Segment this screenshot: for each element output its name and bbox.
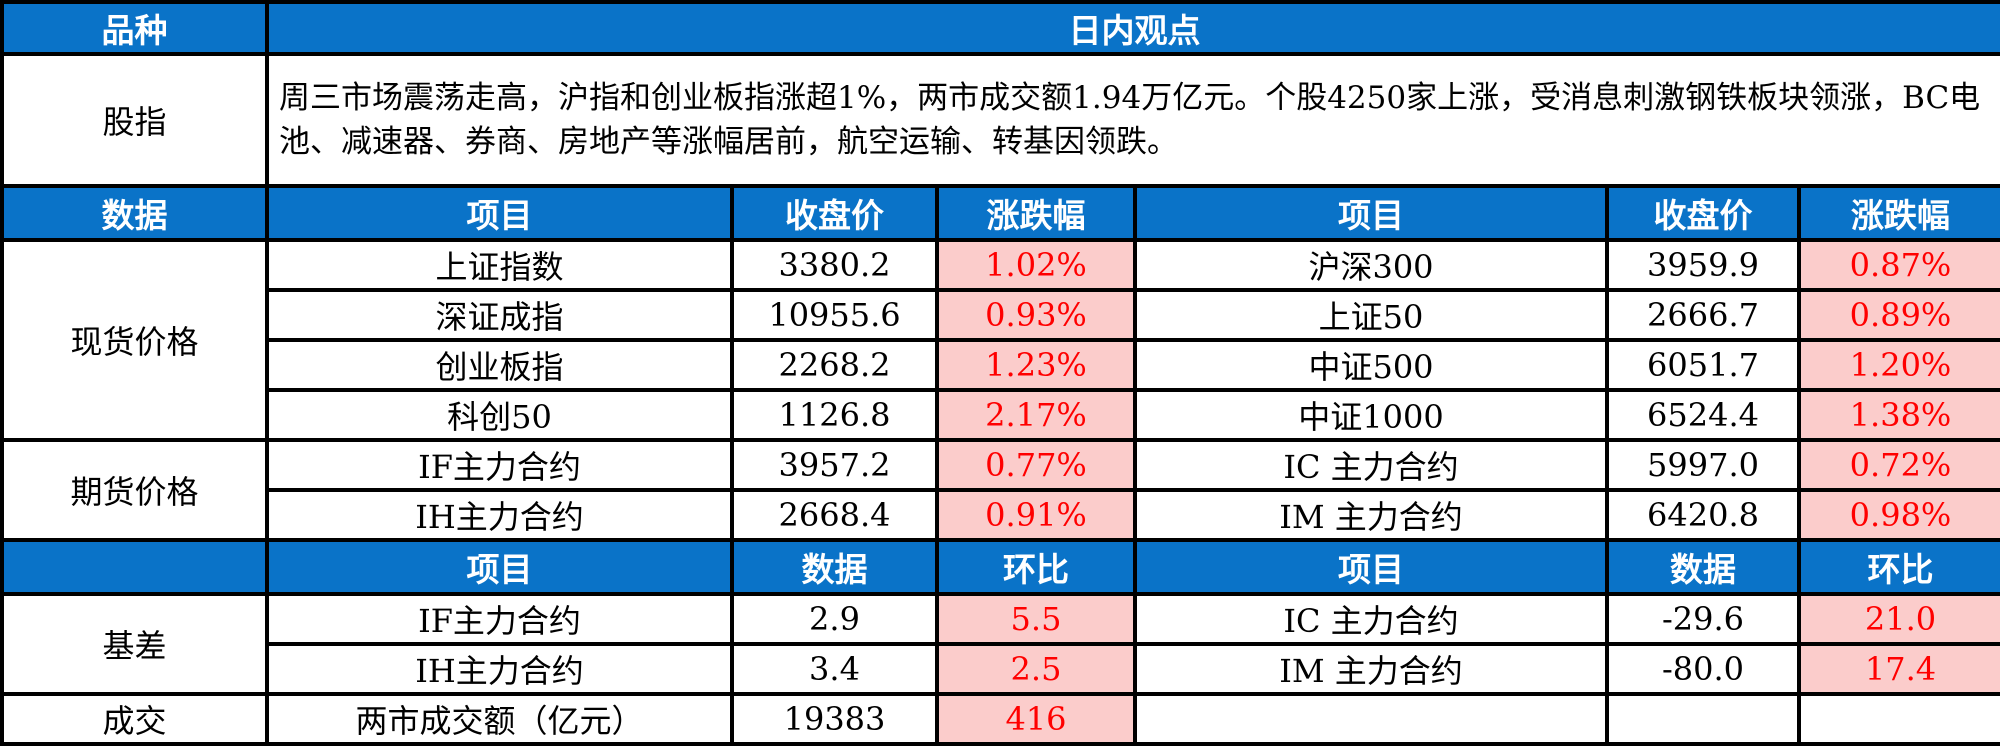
close-value: 6051.7 xyxy=(1605,338,1801,392)
close-value: 5997.0 xyxy=(1605,438,1801,492)
variety-header-cell: 品种 xyxy=(0,0,269,56)
basis-value: -29.6 xyxy=(1605,592,1801,646)
basis-value: 2.9 xyxy=(730,592,939,646)
change-value: 1.20% xyxy=(1797,338,2000,392)
turnover-name: 两市成交额（亿元） xyxy=(265,692,734,746)
contract-name: IF主力合约 xyxy=(265,592,734,646)
index-name: 中证500 xyxy=(1133,338,1609,392)
spot-section-label: 现货价格 xyxy=(0,238,269,442)
close-value: 1126.8 xyxy=(730,388,939,442)
basis-value: -80.0 xyxy=(1605,642,1801,696)
empty-cell xyxy=(1605,692,1801,746)
commentary-row: 股指 周三市场震荡走高，沪指和创业板指涨超1%，两市成交额1.94万亿元。个股4… xyxy=(0,52,2000,188)
table-row: 现货价格 上证指数 3380.2 1.02% 沪深300 3959.9 0.87… xyxy=(0,238,2000,442)
intraday-commentary-text: 周三市场震荡走高，沪指和创业板指涨超1%，两市成交额1.94万亿元。个股4250… xyxy=(265,52,2000,188)
contract-name: IC 主力合约 xyxy=(1133,438,1609,492)
close-value: 3957.2 xyxy=(730,438,939,492)
close-header-cell-right: 收盘价 xyxy=(1605,184,1801,242)
mom-value: 2.5 xyxy=(935,642,1137,696)
index-name: 深证成指 xyxy=(265,288,734,342)
close-value: 2268.2 xyxy=(730,338,939,392)
basis-section-label: 基差 xyxy=(0,592,269,696)
table-row: 基差 IF主力合约 2.9 5.5 IC 主力合约 -29.6 21.0 xyxy=(0,592,2000,696)
change-value: 0.77% xyxy=(935,438,1137,492)
index-name: 上证指数 xyxy=(265,238,734,292)
variety-label-cell: 股指 xyxy=(0,52,269,188)
change-value: 1.23% xyxy=(935,338,1137,392)
item-header-cell-right: 项目 xyxy=(1133,184,1609,242)
table-row: 深证成指 10955.6 0.93% 上证50 2666.7 0.89% xyxy=(2,288,2000,342)
basis-value: 3.4 xyxy=(730,642,939,696)
item-header-cell-left: 项目 xyxy=(265,184,734,242)
change-value: 0.93% xyxy=(935,288,1137,342)
futures-section-label: 期货价格 xyxy=(0,438,269,542)
table-row: IH主力合约 2668.4 0.91% IM 主力合约 6420.8 0.98% xyxy=(2,488,2000,542)
close-value: 3380.2 xyxy=(730,238,939,292)
close-header-cell-left: 收盘价 xyxy=(730,184,939,242)
mom-value: 5.5 xyxy=(935,592,1137,646)
table-row: 创业板指 2268.2 1.23% 中证500 6051.7 1.20% xyxy=(2,338,2000,392)
table-row: 期货价格 IF主力合约 3957.2 0.77% IC 主力合约 5997.0 … xyxy=(0,438,2000,542)
contract-name: IM 主力合约 xyxy=(1133,642,1609,696)
empty-cell xyxy=(1797,692,2000,746)
data-header-cell-right: 数据 xyxy=(1605,538,1801,596)
contract-name: IF主力合约 xyxy=(265,438,734,492)
index-name: 沪深300 xyxy=(1133,238,1609,292)
table-row: 科创50 1126.8 2.17% 中证1000 6524.4 1.38% xyxy=(2,388,2000,442)
index-name: 中证1000 xyxy=(1133,388,1609,442)
index-name: 上证50 xyxy=(1133,288,1609,342)
empty-cell xyxy=(1133,692,1609,746)
close-value: 2666.7 xyxy=(1605,288,1801,342)
contract-name: IH主力合约 xyxy=(265,642,734,696)
table-row: 成交 两市成交额（亿元） 19383 416 xyxy=(0,692,2000,746)
data-header-cell-left: 数据 xyxy=(730,538,939,596)
close-value: 2668.4 xyxy=(730,488,939,542)
contract-name: IC 主力合约 xyxy=(1133,592,1609,646)
index-name: 创业板指 xyxy=(265,338,734,392)
close-value: 6420.8 xyxy=(1605,488,1801,542)
change-value: 0.89% xyxy=(1797,288,2000,342)
close-value: 10955.6 xyxy=(730,288,939,342)
contract-name: IH主力合约 xyxy=(265,488,734,542)
mom-value: 17.4 xyxy=(1797,642,2000,696)
item-header-cell-left: 项目 xyxy=(265,538,734,596)
change-value: 0.87% xyxy=(1797,238,2000,292)
mom-header-cell-right: 环比 xyxy=(1797,538,2000,596)
header-row-basis: 项目 数据 环比 项目 数据 环比 xyxy=(0,538,2000,596)
mom-header-cell-left: 环比 xyxy=(935,538,1137,596)
change-header-cell-right: 涨跌幅 xyxy=(1797,184,2000,242)
empty-header-cell xyxy=(0,538,269,596)
change-value: 1.02% xyxy=(935,238,1137,292)
change-value: 2.17% xyxy=(935,388,1137,442)
header-row-price: 数据 项目 收盘价 涨跌幅 项目 收盘价 涨跌幅 xyxy=(0,184,2000,242)
close-value: 3959.9 xyxy=(1605,238,1801,292)
turnover-section-label: 成交 xyxy=(0,692,269,746)
change-header-cell-left: 涨跌幅 xyxy=(935,184,1137,242)
table-row: IH主力合约 3.4 2.5 IM 主力合约 -80.0 17.4 xyxy=(2,642,2000,696)
change-value: 0.91% xyxy=(935,488,1137,542)
index-name: 科创50 xyxy=(265,388,734,442)
mom-value: 21.0 xyxy=(1797,592,2000,646)
intraday-view-header-cell: 日内观点 xyxy=(265,0,2000,56)
close-value: 6524.4 xyxy=(1605,388,1801,442)
change-value: 1.38% xyxy=(1797,388,2000,442)
turnover-value: 19383 xyxy=(730,692,939,746)
header-row-top: 品种 日内观点 xyxy=(0,0,2000,56)
mom-value: 416 xyxy=(935,692,1137,746)
contract-name: IM 主力合约 xyxy=(1133,488,1609,542)
data-header-cell: 数据 xyxy=(0,184,269,242)
change-value: 0.98% xyxy=(1797,488,2000,542)
change-value: 0.72% xyxy=(1797,438,2000,492)
item-header-cell-right: 项目 xyxy=(1133,538,1609,596)
